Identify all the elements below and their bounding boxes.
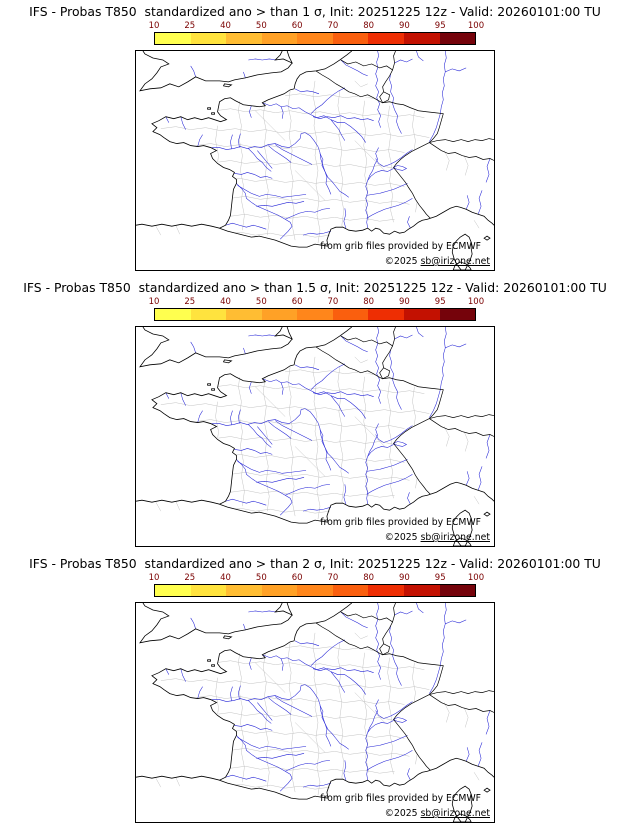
colorbar-tick: 80 [363, 21, 375, 31]
copyright-year: ©2025 [384, 256, 421, 267]
colorbar-segment [155, 309, 191, 320]
colorbar-tick: 95 [434, 297, 446, 307]
colorbar-segment [332, 309, 369, 320]
colorbar-tick: 10 [148, 297, 160, 307]
colorbar-tick: 100 [467, 297, 485, 307]
colorbar-segment [261, 585, 298, 596]
data-source-note: from grib files provided by ECMWF [320, 241, 481, 252]
colorbar-tick: 90 [399, 297, 410, 307]
colorbar-segments [154, 584, 476, 597]
colorbar-tick: 90 [399, 21, 410, 31]
colorbar-tick: 60 [291, 573, 303, 583]
panel-2sigma: IFS - Probas T850 standardized ano > tha… [0, 552, 630, 828]
colorbar-ticks: 10 25 40 50 60 70 80 90 95 100 [149, 21, 485, 32]
colorbar-segment [190, 33, 227, 44]
data-source-note: from grib files provided by ECMWF [320, 517, 481, 528]
map-france: from grib files provided by ECMWF ©2025 … [135, 602, 495, 823]
colorbar: 10 25 40 50 60 70 80 90 95 100 [149, 21, 485, 45]
france-map-svg [136, 603, 494, 822]
colorbar-tick: 40 [220, 21, 231, 31]
colorbar-segment [332, 585, 369, 596]
colorbar-segment [261, 33, 298, 44]
colorbar-tick: 60 [291, 21, 303, 31]
colorbar: 10 25 40 50 60 70 80 90 95 100 [149, 573, 485, 597]
panel-1-5sigma: IFS - Probas T850 standardized ano > tha… [0, 276, 630, 552]
copyright-note: ©2025 sb@irizone.net [385, 256, 490, 267]
copyright-email-link[interactable]: sb@irizone.net [420, 808, 490, 819]
colorbar-tick: 50 [255, 573, 267, 583]
colorbar-tick: 40 [220, 573, 231, 583]
colorbar-segment [403, 309, 440, 320]
colorbar-segment [226, 33, 262, 44]
france-map-svg [136, 51, 494, 270]
colorbar-segment [155, 585, 191, 596]
colorbar-tick: 100 [467, 573, 485, 583]
colorbar-ticks: 10 25 40 50 60 70 80 90 95 100 [149, 297, 485, 308]
map-france: from grib files provided by ECMWF ©2025 … [135, 326, 495, 547]
colorbar-segment [297, 585, 333, 596]
colorbar-tick: 70 [327, 21, 339, 31]
copyright-year: ©2025 [384, 808, 421, 819]
data-source-note: from grib files provided by ECMWF [320, 793, 481, 804]
colorbar-segment [155, 33, 191, 44]
colorbar-tick: 10 [148, 573, 160, 583]
colorbar-segments [154, 32, 476, 45]
panel-title: IFS - Probas T850 standardized ano > tha… [29, 4, 601, 19]
colorbar-tick: 100 [467, 21, 485, 31]
copyright-note: ©2025 sb@irizone.net [385, 532, 490, 543]
colorbar-segment [190, 585, 227, 596]
colorbar-segment [261, 309, 298, 320]
colorbar-segment [368, 33, 404, 44]
colorbar-tick: 95 [434, 573, 446, 583]
france-map-svg [136, 327, 494, 546]
colorbar-segment [332, 33, 369, 44]
copyright-note: ©2025 sb@irizone.net [385, 808, 490, 819]
colorbar-segment [297, 309, 333, 320]
colorbar-tick: 95 [434, 21, 446, 31]
colorbar-tick: 70 [327, 573, 339, 583]
colorbar-tick: 25 [184, 21, 196, 31]
colorbar-segment [439, 309, 476, 320]
colorbar: 10 25 40 50 60 70 80 90 95 100 [149, 297, 485, 321]
colorbar-segment [439, 33, 476, 44]
colorbar-segment [190, 309, 227, 320]
copyright-email-link[interactable]: sb@irizone.net [420, 256, 490, 267]
colorbar-segment [368, 309, 404, 320]
colorbar-segment [226, 309, 262, 320]
panel-title: IFS - Probas T850 standardized ano > tha… [23, 280, 607, 295]
colorbar-tick: 80 [363, 573, 375, 583]
colorbar-segment [226, 585, 262, 596]
colorbar-segments [154, 308, 476, 321]
colorbar-tick: 50 [255, 297, 267, 307]
colorbar-segment [439, 585, 476, 596]
colorbar-tick: 25 [184, 573, 196, 583]
colorbar-tick: 40 [220, 297, 231, 307]
colorbar-segment [403, 585, 440, 596]
copyright-year: ©2025 [384, 532, 421, 543]
colorbar-segment [297, 33, 333, 44]
map-france: from grib files provided by ECMWF ©2025 … [135, 50, 495, 271]
colorbar-tick: 70 [327, 297, 339, 307]
colorbar-tick: 25 [184, 297, 196, 307]
colorbar-tick: 10 [148, 21, 160, 31]
colorbar-tick: 80 [363, 297, 375, 307]
colorbar-tick: 60 [291, 297, 303, 307]
colorbar-segment [368, 585, 404, 596]
colorbar-tick: 50 [255, 21, 267, 31]
copyright-email-link[interactable]: sb@irizone.net [420, 532, 490, 543]
colorbar-segment [403, 33, 440, 44]
panel-1sigma: IFS - Probas T850 standardized ano > tha… [0, 0, 630, 276]
panel-title: IFS - Probas T850 standardized ano > tha… [29, 556, 601, 571]
colorbar-tick: 90 [399, 573, 410, 583]
colorbar-ticks: 10 25 40 50 60 70 80 90 95 100 [149, 573, 485, 584]
